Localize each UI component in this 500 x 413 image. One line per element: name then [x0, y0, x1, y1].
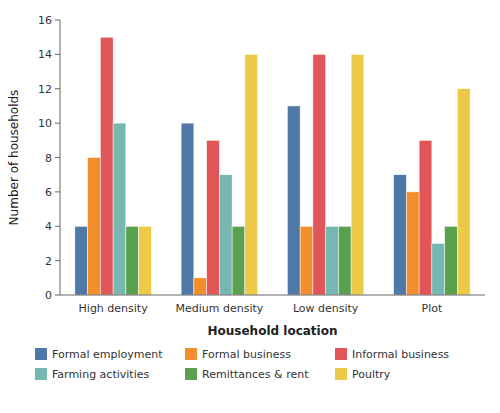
legend-label: Farming activities: [52, 368, 149, 381]
legend-label: Poultry: [352, 368, 391, 381]
legend-swatch: [35, 368, 47, 380]
bar: [338, 226, 351, 295]
y-tick: [55, 157, 60, 158]
bar: [394, 175, 407, 295]
legend-swatch: [185, 348, 197, 360]
y-tick: [55, 191, 60, 192]
y-tick-label: 0: [45, 289, 52, 302]
x-tick-label: Low density: [293, 302, 359, 315]
bar: [207, 140, 220, 295]
legend-swatch: [35, 348, 47, 360]
y-axis-line: [60, 20, 61, 295]
x-tick-label: Medium density: [175, 302, 263, 315]
bar: [245, 54, 258, 295]
y-tick-label: 10: [38, 117, 52, 130]
y-tick: [55, 295, 60, 296]
bar: [326, 226, 339, 295]
bar: [313, 54, 326, 295]
bars: [75, 37, 470, 295]
legend-label: Informal business: [352, 348, 449, 361]
bar: [232, 226, 245, 295]
y-axis: 0 2 4 6 8 10 12 14 16: [38, 14, 60, 302]
x-axis-line: [60, 295, 485, 296]
y-tick: [55, 260, 60, 261]
y-tick: [55, 20, 60, 21]
y-tick-label: 4: [45, 220, 52, 233]
chart: 0 2 4 6 8 10 12 14 16 High density Medium density L…: [0, 0, 500, 413]
bar: [88, 158, 101, 296]
y-tick-label: 12: [38, 83, 52, 96]
bar: [457, 89, 470, 295]
bar: [139, 226, 152, 295]
bar: [300, 226, 313, 295]
legend-swatch: [185, 368, 197, 380]
bar: [113, 123, 126, 295]
bar: [445, 226, 458, 295]
legend: Formal employment Formal business Informal…: [35, 348, 449, 381]
x-tick-label: High density: [79, 302, 149, 315]
legend-label: Formal business: [202, 348, 291, 361]
y-axis-label: Number of households: [7, 90, 21, 226]
legend-label: Formal employment: [52, 348, 163, 361]
bar: [406, 192, 419, 295]
bar: [100, 37, 113, 295]
bar: [194, 278, 207, 295]
x-axis-label: Household location: [208, 324, 338, 338]
bar: [419, 140, 432, 295]
bar: [351, 54, 364, 295]
legend-swatch: [335, 348, 347, 360]
bar: [287, 106, 300, 295]
y-tick: [55, 88, 60, 89]
y-tick-label: 16: [38, 14, 52, 27]
y-tick: [55, 54, 60, 55]
bar: [126, 226, 139, 295]
y-tick-label: 14: [38, 48, 52, 61]
y-tick-label: 8: [45, 152, 52, 165]
bar: [219, 175, 232, 295]
y-tick-label: 6: [45, 186, 52, 199]
x-tick-label: Plot: [422, 302, 443, 315]
y-tick: [55, 123, 60, 124]
legend-label: Remittances & rent: [202, 368, 309, 381]
legend-swatch: [335, 368, 347, 380]
bar: [432, 243, 445, 295]
bar: [75, 226, 88, 295]
y-tick-label: 2: [45, 255, 52, 268]
y-tick: [55, 226, 60, 227]
bar: [181, 123, 194, 295]
